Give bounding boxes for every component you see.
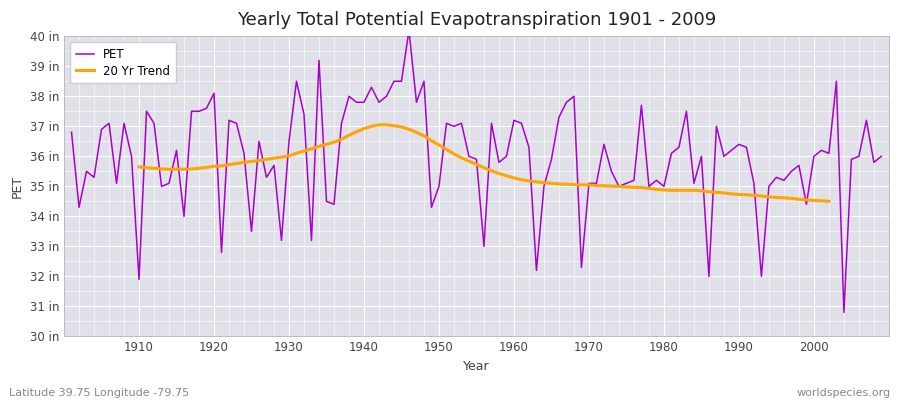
20 Yr Trend bbox=[246, 159, 256, 164]
PET bbox=[336, 121, 346, 126]
Text: worldspecies.org: worldspecies.org bbox=[796, 388, 891, 398]
PET bbox=[606, 169, 616, 174]
Line: PET: PET bbox=[71, 30, 881, 312]
PET bbox=[508, 118, 519, 123]
20 Yr Trend bbox=[824, 199, 834, 204]
Text: Latitude 39.75 Longitude -79.75: Latitude 39.75 Longitude -79.75 bbox=[9, 388, 189, 398]
PET bbox=[66, 130, 77, 135]
Y-axis label: PET: PET bbox=[11, 175, 24, 198]
Title: Yearly Total Potential Evapotranspiration 1901 - 2009: Yearly Total Potential Evapotranspiratio… bbox=[237, 11, 716, 29]
20 Yr Trend bbox=[486, 168, 497, 173]
PET bbox=[126, 154, 137, 159]
X-axis label: Year: Year bbox=[464, 360, 490, 373]
PET bbox=[516, 121, 526, 126]
PET bbox=[291, 79, 302, 84]
20 Yr Trend bbox=[374, 122, 384, 127]
PET bbox=[876, 154, 886, 159]
PET bbox=[839, 310, 850, 315]
20 Yr Trend bbox=[688, 188, 699, 193]
PET bbox=[403, 28, 414, 33]
Legend: PET, 20 Yr Trend: PET, 20 Yr Trend bbox=[70, 42, 176, 84]
20 Yr Trend bbox=[621, 184, 632, 189]
20 Yr Trend bbox=[276, 155, 287, 160]
20 Yr Trend bbox=[133, 164, 144, 169]
Line: 20 Yr Trend: 20 Yr Trend bbox=[139, 125, 829, 201]
20 Yr Trend bbox=[223, 162, 234, 167]
